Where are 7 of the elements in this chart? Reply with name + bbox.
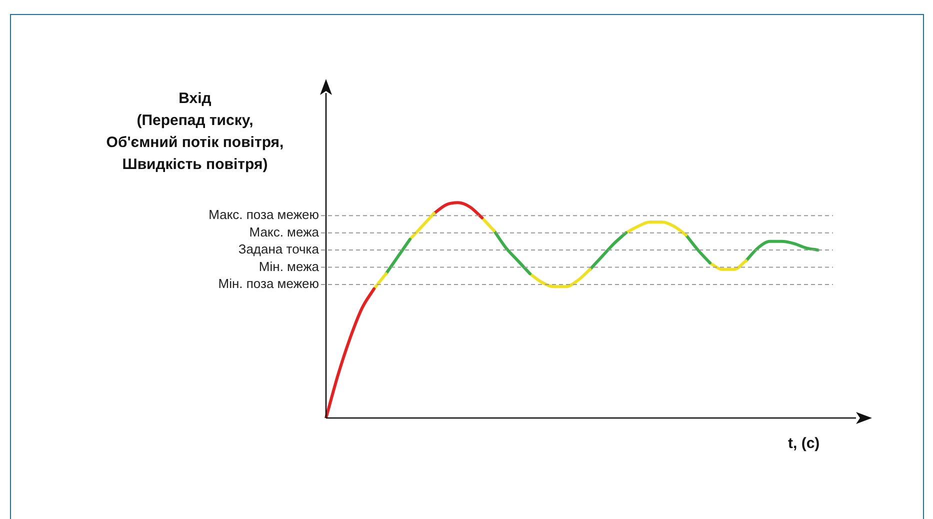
- ref-line-label: Задана точка: [238, 242, 320, 257]
- ref-line-label: Макс. поза межею: [208, 207, 320, 222]
- x-axis-title: t, (c): [788, 435, 820, 452]
- ref-line-label: Макс. межа: [249, 224, 320, 240]
- ref-line-label: Мін. межа: [258, 258, 320, 274]
- y-axis-title: Вхід (Перепад тиску, Об'ємний потік повітря, Швидкість повітря): [105, 89, 285, 175]
- ref-line-label: Мін. поза межею: [218, 276, 320, 292]
